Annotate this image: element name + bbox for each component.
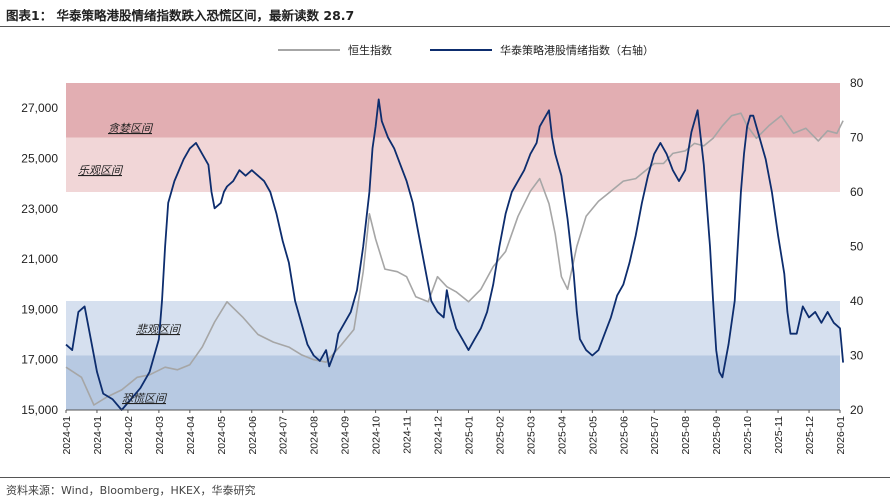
x-axis-tick-label: 2024-02 bbox=[123, 416, 135, 455]
left-axis-tick-label: 27,000 bbox=[21, 101, 58, 115]
right-axis-tick-label: 40 bbox=[850, 294, 864, 308]
right-axis-tick-label: 70 bbox=[850, 131, 864, 145]
x-axis-tick-label: 2024-08 bbox=[309, 416, 321, 455]
zone-label-2: 悲观区间 bbox=[136, 323, 182, 336]
zone-band-3 bbox=[66, 355, 840, 410]
x-axis-tick-label: 2025-04 bbox=[556, 416, 568, 455]
series-line-1 bbox=[65, 98, 844, 411]
chart-legend: 恒生指数 华泰策略港股情绪指数（右轴） bbox=[278, 43, 654, 57]
x-axis-tick-label: 2024-06 bbox=[247, 416, 259, 455]
x-axis-tick-label: 2025-02 bbox=[494, 416, 506, 455]
x-axis-tick-label: 2025-05 bbox=[587, 416, 599, 455]
x-axis-tick-label: 2024-10 bbox=[371, 416, 383, 455]
right-axis-tick-label: 60 bbox=[850, 185, 864, 199]
left-axis-tick-label: 17,000 bbox=[21, 353, 58, 367]
legend-label-0: 恒生指数 bbox=[348, 43, 392, 57]
x-axis-tick-label: 2024-09 bbox=[340, 416, 352, 455]
x-axis-tick-label: 2024-03 bbox=[154, 416, 166, 455]
x-axis-tick-label: 2025-06 bbox=[618, 416, 630, 455]
right-axis-tick-label: 80 bbox=[850, 76, 864, 90]
x-axis-tick-label: 2024-01 bbox=[92, 416, 104, 455]
x-axis-tick-label: 2024-12 bbox=[433, 416, 445, 455]
x-axis-tick-label: 2025-10 bbox=[742, 416, 754, 455]
x-axis-tick-label: 2025-11 bbox=[773, 416, 785, 454]
x-axis-tick-label: 2025-03 bbox=[525, 416, 537, 455]
x-axis-tick-label: 2025-01 bbox=[463, 416, 475, 455]
x-axis-tick-label: 2025-08 bbox=[680, 416, 692, 455]
zone-label-3: 恐慌区间 bbox=[122, 392, 168, 405]
x-axis-tick-label: 2024-05 bbox=[216, 416, 228, 455]
footer-divider bbox=[0, 477, 890, 478]
right-axis-tick-label: 30 bbox=[850, 349, 864, 363]
zone-band-1 bbox=[66, 137, 840, 192]
title-divider bbox=[0, 26, 890, 27]
left-axis-tick-label: 21,000 bbox=[21, 252, 58, 266]
left-axis-tick-label: 25,000 bbox=[21, 151, 58, 165]
zone-band-0 bbox=[66, 83, 840, 138]
x-axis-tick-label: 2024-07 bbox=[278, 416, 290, 455]
source-note: 资料来源：Wind，Bloomberg，HKEX，华泰研究 bbox=[6, 484, 256, 497]
zone-label-0: 贪婪区间 bbox=[108, 122, 154, 135]
right-axis-tick-label: 20 bbox=[850, 403, 864, 417]
x-axis-tick-label: 2024-01 bbox=[61, 416, 73, 455]
x-axis-tick-label: 2025-07 bbox=[649, 416, 661, 455]
x-axis-tick-label: 2026-01 bbox=[835, 416, 847, 455]
chart-lines bbox=[65, 98, 844, 411]
legend-label-1: 华泰策略港股情绪指数（右轴） bbox=[500, 43, 654, 57]
left-axis-tick-label: 19,000 bbox=[21, 302, 58, 316]
right-axis-tick-label: 50 bbox=[850, 240, 864, 254]
zone-label-1: 乐观区间 bbox=[78, 164, 124, 177]
x-axis-tick-label: 2024-11 bbox=[402, 416, 414, 454]
x-axis-tick-label: 2024-04 bbox=[185, 416, 197, 455]
x-axis-tick-label: 2025-12 bbox=[804, 416, 816, 455]
chart-axes: 15,000 17,000 19,000 21,000 23,000 25,000 27,0… bbox=[21, 76, 863, 455]
figure-title: 图表1： 华泰策略港股情绪指数跌入恐慌区间，最新读数 28.7 bbox=[6, 8, 355, 23]
hsi-sentiment-chart: 15,000 17,000 19,000 21,000 23,000 25,000 27,0… bbox=[21, 43, 863, 455]
sentiment-zones bbox=[66, 83, 840, 410]
zone-band-2 bbox=[66, 301, 840, 356]
left-axis-tick-label: 23,000 bbox=[21, 202, 58, 216]
series-line-0 bbox=[65, 112, 844, 406]
left-axis-tick-label: 15,000 bbox=[21, 403, 58, 417]
x-axis-tick-label: 2025-09 bbox=[711, 416, 723, 455]
